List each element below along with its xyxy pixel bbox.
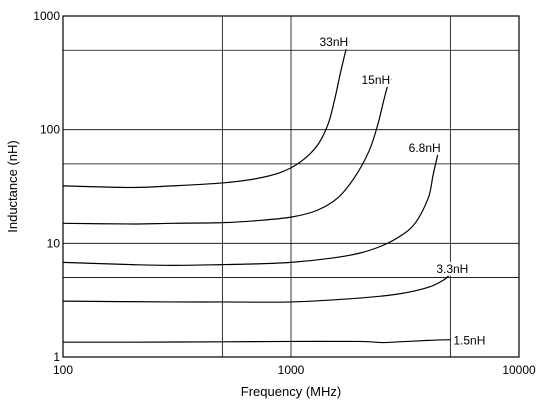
series-line-1-5nh	[62, 339, 451, 344]
series-label: 3.3nH	[436, 262, 468, 276]
y-tick-label: 1000	[33, 9, 60, 23]
series-label-background	[318, 35, 350, 50]
series-label-background	[407, 140, 442, 155]
x-tick-label: 100	[53, 363, 73, 377]
series-label: 15nH	[361, 73, 390, 87]
series-line-6-8nh	[62, 154, 439, 266]
x-tick-label: 1000	[278, 363, 305, 377]
series-label-layer: 33nH 15nH 6.8nH 3.3nH 1.5nH	[318, 35, 487, 348]
series-label: 1.5nH	[453, 334, 485, 348]
y-tick-label: 1	[53, 350, 60, 364]
series-line-33nh	[62, 40, 350, 189]
series-line-3-3nh	[62, 273, 451, 303]
tick-label-layer: 100 1000 10000 1 10 100 1000	[33, 9, 536, 377]
y-tick-label: 10	[47, 236, 61, 250]
series-label-background	[435, 261, 470, 276]
grid-layer	[62, 15, 520, 358]
series-label: 33nH	[320, 35, 349, 49]
series-layer	[62, 40, 451, 344]
y-tick-label: 100	[40, 123, 60, 137]
series-label-background	[360, 72, 392, 87]
x-tick-label: 10000	[502, 363, 536, 377]
y-axis-label: Inductance (nH)	[5, 140, 20, 233]
series-label-background	[452, 333, 487, 348]
series-line-15nh	[62, 78, 392, 225]
x-axis-label: Frequency (MHz)	[241, 384, 341, 399]
series-label: 6.8nH	[409, 141, 441, 155]
